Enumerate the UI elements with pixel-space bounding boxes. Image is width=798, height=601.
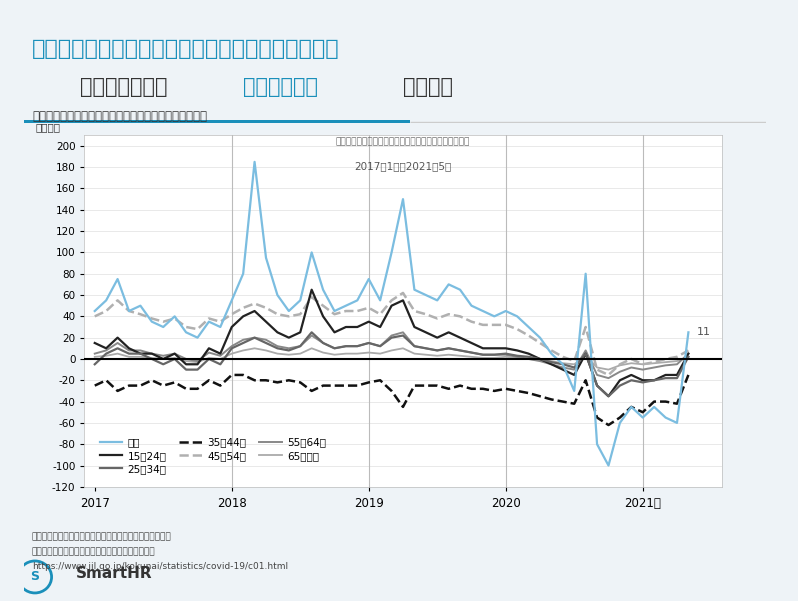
Text: 出典：総務省統計局「労働力調査（基本集計）」を元に、: 出典：総務省統計局「労働力調査（基本集計）」を元に、	[32, 532, 172, 541]
Legend: 総数, 15〜24歳, 25〜34歳, 35〜44歳, 45〜54歳, 55〜64歳, 65歳以上: 総数, 15〜24歳, 25〜34歳, 35〜44歳, 45〜54歳, 55〜6…	[96, 433, 330, 478]
Text: SmartHR: SmartHR	[76, 567, 152, 581]
Text: 2017年1月〜2021年5月: 2017年1月〜2021年5月	[354, 162, 452, 172]
Text: 就業者数の合計はコロナ禍の落ち込みから増加傾向: 就業者数の合計はコロナ禍の落ち込みから増加傾向	[32, 39, 339, 59]
Text: が顕著に: が顕著に	[403, 77, 453, 97]
Text: （万人）: （万人）	[36, 122, 61, 132]
Text: 人の奪い合い: 人の奪い合い	[243, 77, 318, 97]
Text: S: S	[30, 570, 39, 584]
Text: 独立行政法人労働政策研究・研修機構が作成した図: 独立行政法人労働政策研究・研修機構が作成した図	[32, 547, 156, 556]
Text: 今後、産業間の: 今後、産業間の	[80, 77, 168, 97]
Text: https://www.jil.go.jp/kokunai/statistics/covid-19/c01.html: https://www.jil.go.jp/kokunai/statistics…	[32, 562, 288, 571]
Text: 11: 11	[697, 328, 710, 337]
Text: 年齢階級別就業者数（原数値・対前年同月増減）男女計: 年齢階級別就業者数（原数値・対前年同月増減）男女計	[336, 137, 470, 146]
Text: 年齢階級別就業者数（原数値・対前年同月増減）男女計: 年齢階級別就業者数（原数値・対前年同月増減）男女計	[32, 110, 207, 123]
